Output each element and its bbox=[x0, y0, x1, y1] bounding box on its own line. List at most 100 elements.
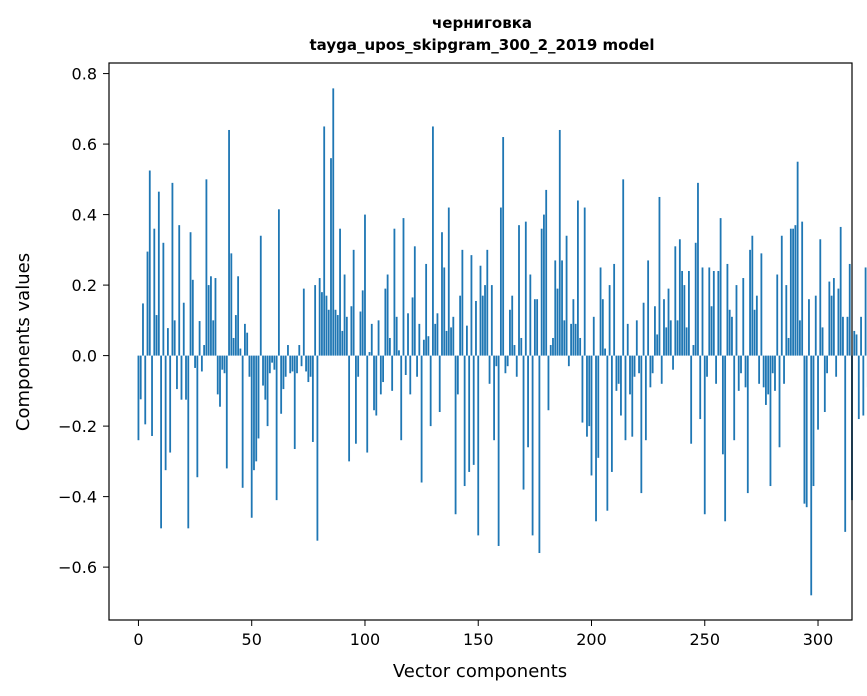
bar bbox=[228, 129, 230, 356]
bar bbox=[325, 295, 328, 356]
bar bbox=[148, 170, 151, 356]
bar bbox=[774, 355, 776, 391]
bar bbox=[287, 345, 289, 356]
bar bbox=[626, 323, 629, 356]
bar bbox=[545, 189, 548, 356]
bar bbox=[681, 270, 684, 356]
bar bbox=[461, 249, 464, 356]
x-tick-label: 200 bbox=[576, 630, 607, 649]
bar bbox=[436, 313, 439, 356]
bar bbox=[454, 355, 457, 515]
bar bbox=[808, 299, 810, 356]
bar bbox=[364, 214, 366, 356]
bar bbox=[300, 355, 303, 367]
x-tick-label: 150 bbox=[463, 630, 494, 649]
bar bbox=[355, 355, 357, 444]
bar bbox=[733, 355, 736, 441]
bar bbox=[579, 337, 582, 356]
bar bbox=[302, 288, 305, 356]
bar bbox=[153, 228, 156, 356]
bar bbox=[309, 355, 312, 377]
bar bbox=[264, 355, 267, 400]
y-tick-label: −0.6 bbox=[58, 558, 97, 577]
bar bbox=[513, 345, 516, 356]
x-tick-label: 50 bbox=[242, 630, 262, 649]
y-tick-label: 0.2 bbox=[72, 276, 97, 295]
bar bbox=[162, 242, 165, 356]
bar bbox=[538, 355, 541, 554]
bar bbox=[504, 355, 507, 374]
bar bbox=[717, 270, 720, 356]
bar bbox=[572, 299, 575, 356]
bar bbox=[379, 355, 382, 395]
y-axis: −0.6 −0.4 −0.2 0.0 0.2 0.4 0.6 0.8 bbox=[58, 65, 109, 577]
bar bbox=[631, 355, 634, 437]
bar bbox=[533, 299, 536, 356]
bar bbox=[620, 355, 622, 416]
bar bbox=[724, 355, 727, 522]
bar bbox=[441, 232, 443, 356]
bar bbox=[769, 355, 772, 487]
bar bbox=[651, 355, 654, 374]
bar bbox=[382, 355, 384, 383]
bar bbox=[234, 315, 237, 356]
bar bbox=[438, 355, 441, 413]
bar bbox=[855, 334, 858, 356]
bar bbox=[357, 355, 360, 377]
bar bbox=[352, 249, 355, 356]
bar bbox=[182, 302, 185, 356]
bar bbox=[613, 263, 616, 356]
bar bbox=[370, 323, 373, 356]
bar bbox=[699, 355, 702, 420]
bar bbox=[477, 355, 480, 536]
bar bbox=[191, 279, 194, 356]
bar bbox=[189, 232, 192, 356]
bar bbox=[318, 278, 321, 356]
bar bbox=[275, 355, 278, 501]
bar bbox=[422, 339, 425, 356]
bar bbox=[210, 276, 212, 356]
bar bbox=[452, 316, 455, 356]
bar bbox=[232, 337, 235, 356]
bar bbox=[735, 285, 738, 356]
bar bbox=[377, 320, 380, 356]
bar bbox=[456, 355, 459, 395]
bar bbox=[418, 323, 421, 356]
bar bbox=[674, 246, 677, 356]
bar bbox=[678, 239, 681, 356]
y-tick-label: 0.0 bbox=[72, 347, 97, 366]
bar bbox=[429, 355, 432, 427]
bar bbox=[719, 218, 722, 356]
bar bbox=[561, 260, 563, 356]
bar bbox=[853, 330, 856, 356]
bar bbox=[742, 278, 745, 356]
bar bbox=[291, 355, 294, 372]
bar bbox=[817, 355, 819, 430]
bar bbox=[794, 225, 797, 356]
bar bbox=[486, 249, 489, 356]
plot-area-frame bbox=[108, 62, 853, 621]
bar bbox=[629, 355, 631, 395]
bar bbox=[345, 316, 348, 356]
bar bbox=[712, 270, 715, 356]
bar bbox=[398, 350, 400, 356]
bar bbox=[277, 209, 280, 356]
bar bbox=[842, 316, 844, 356]
bar bbox=[257, 355, 260, 439]
bar bbox=[499, 207, 502, 356]
bar bbox=[638, 355, 640, 374]
bar bbox=[839, 226, 842, 356]
bar bbox=[250, 355, 253, 518]
bar bbox=[139, 355, 142, 400]
bar bbox=[466, 325, 468, 356]
bar bbox=[169, 355, 172, 453]
bar bbox=[647, 260, 650, 356]
bar bbox=[715, 355, 717, 384]
bar bbox=[273, 355, 276, 370]
bar bbox=[490, 285, 493, 356]
bar bbox=[529, 274, 532, 356]
bar bbox=[746, 355, 749, 494]
bar bbox=[386, 274, 389, 356]
bar bbox=[323, 126, 326, 356]
bar bbox=[767, 355, 770, 395]
